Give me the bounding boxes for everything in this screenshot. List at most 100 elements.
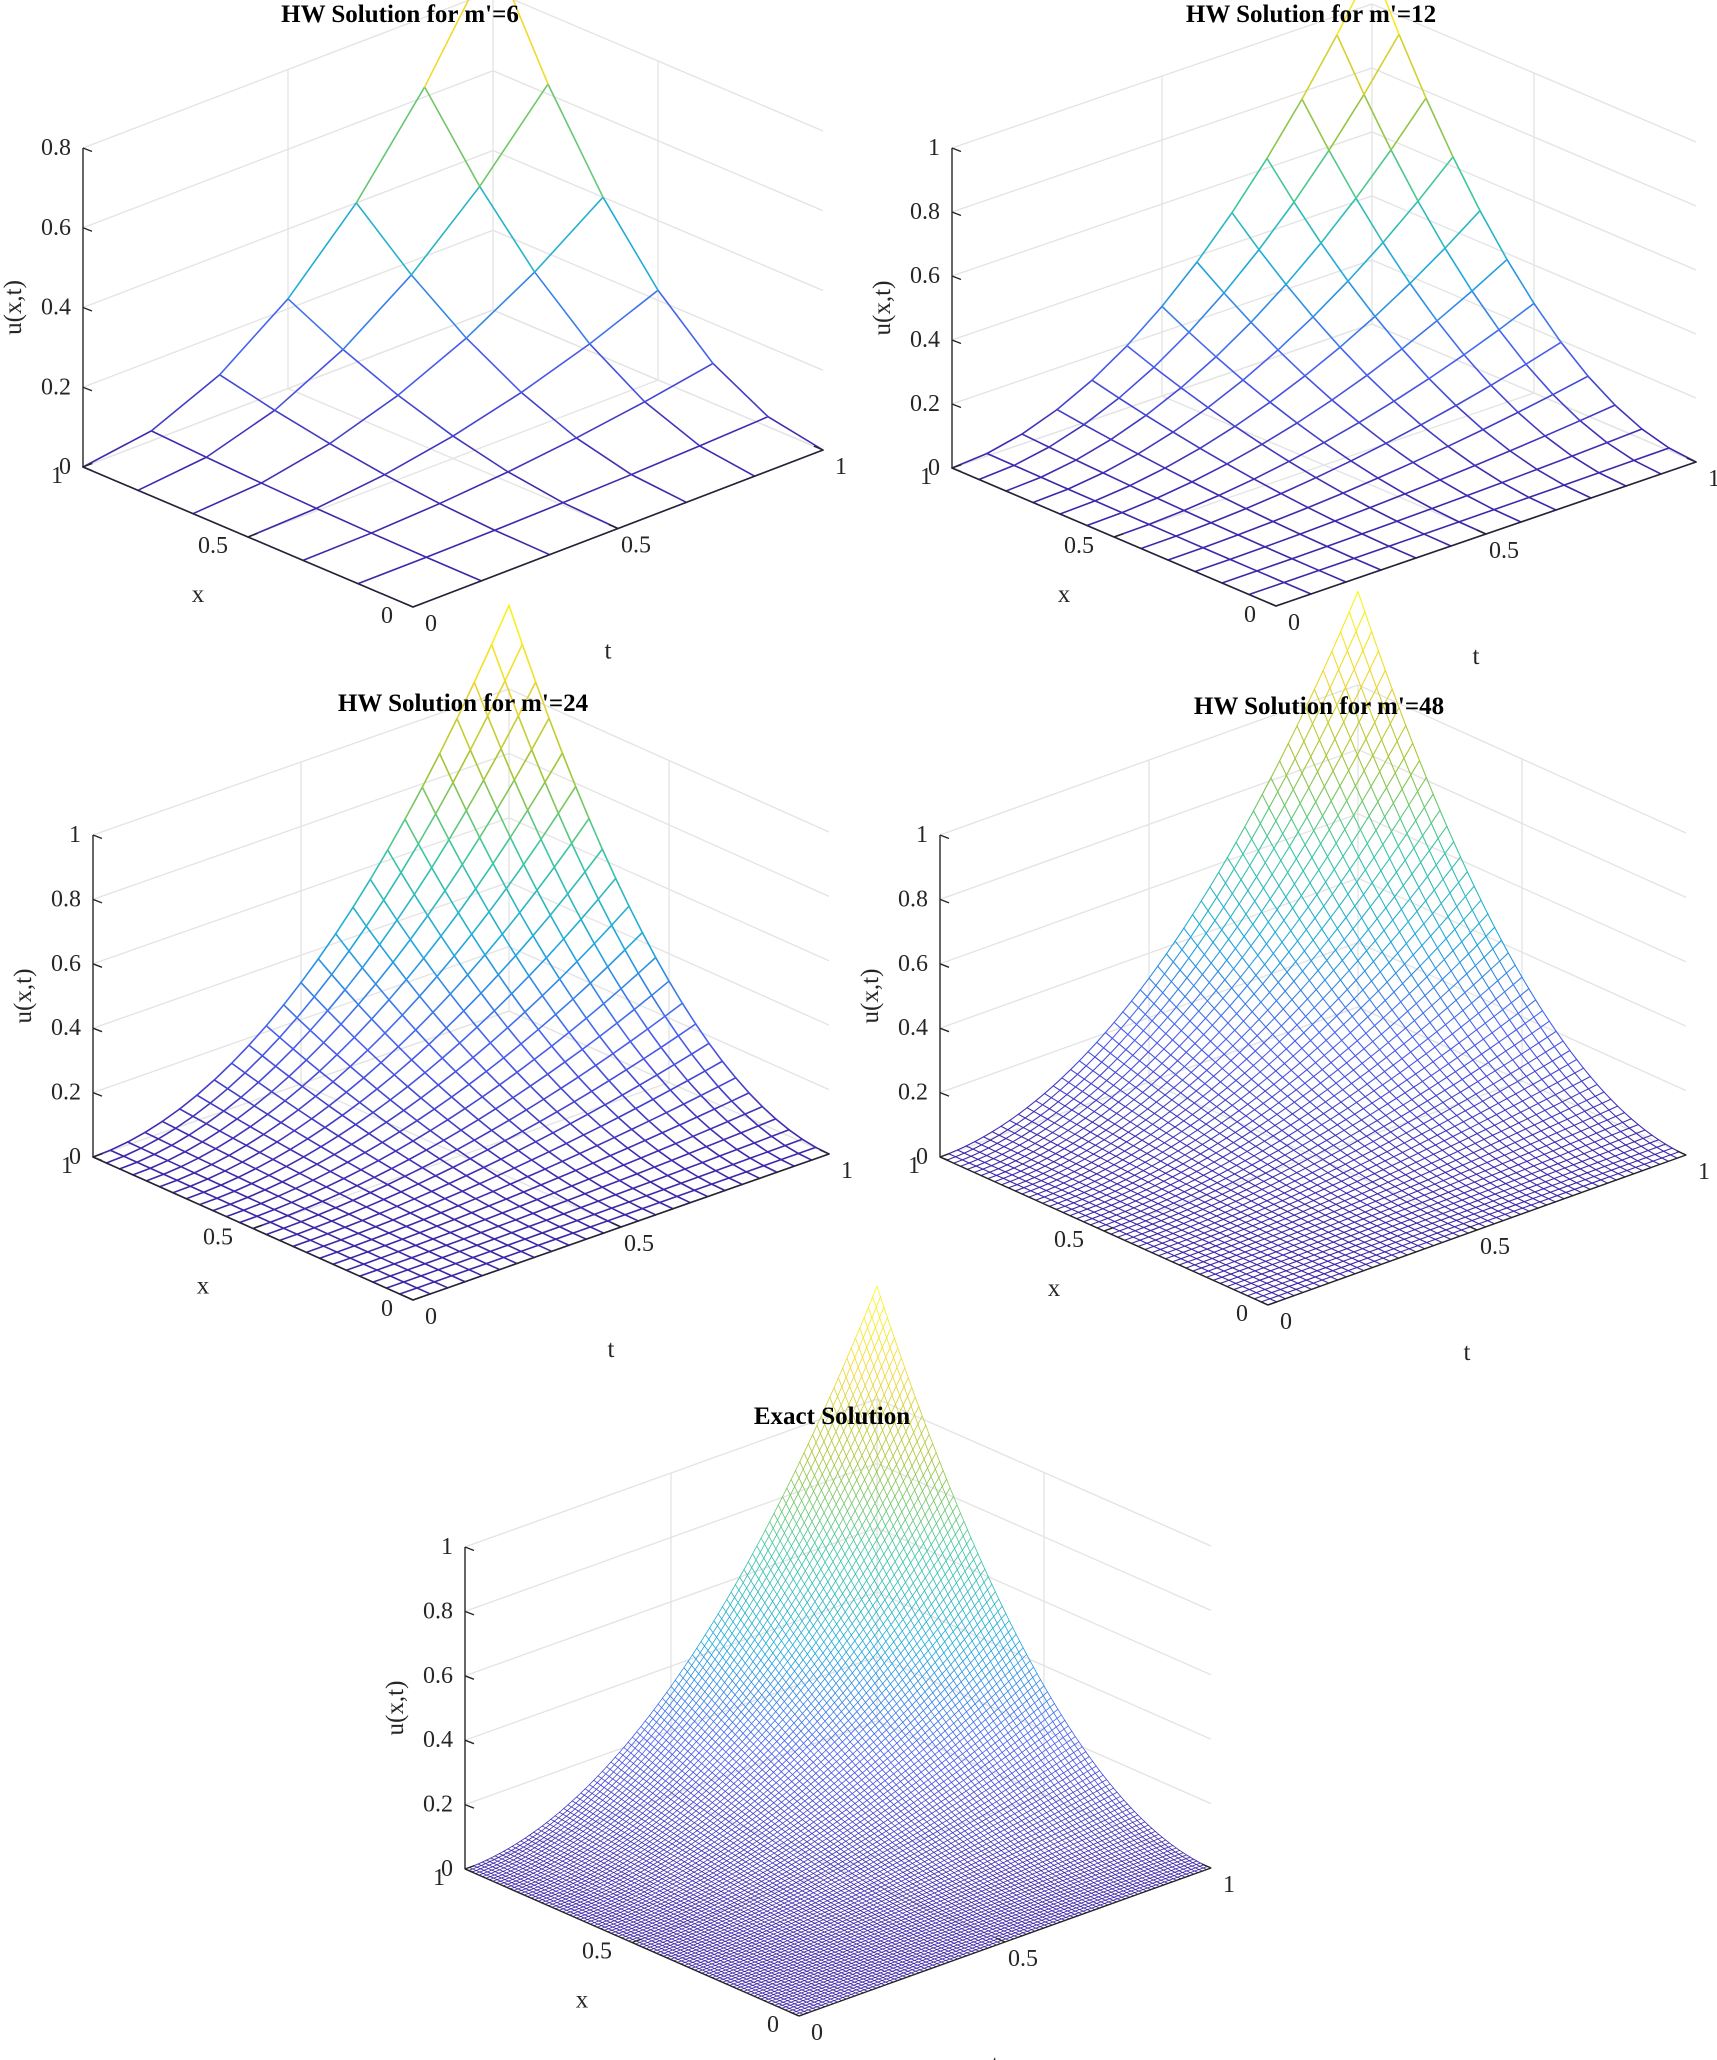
mesh-line-x [1153, 366, 1182, 389]
mesh-line-t [410, 1250, 430, 1259]
mesh-line-t [381, 1130, 401, 1144]
mesh-line-x [1443, 1140, 1452, 1147]
mesh-line-t [1367, 1120, 1378, 1127]
mesh-line-t [1331, 374, 1368, 401]
mesh-line-x [236, 1118, 252, 1128]
mesh-line-t [1112, 1224, 1122, 1229]
mesh-line-t [344, 966, 364, 991]
mesh-line-t [425, 1139, 445, 1151]
mesh-line-x [1197, 1251, 1206, 1256]
mesh-line-t [1419, 1235, 1430, 1240]
mesh-line-t [1572, 1160, 1583, 1166]
mesh-line-t [1129, 1217, 1140, 1222]
mesh-line-x [1030, 1159, 1039, 1164]
mesh-line-x [1377, 1193, 1385, 1199]
mesh-line-t [1146, 1147, 1157, 1155]
mesh-line-t [486, 680, 506, 717]
mesh-line-x [1081, 1198, 1090, 1204]
mesh-line-t [313, 973, 333, 998]
mesh-line-t [1269, 1267, 1280, 1272]
mesh-line-x [1335, 1257, 1344, 1262]
mesh-line-t [1518, 1118, 1529, 1124]
mesh-line-t [1549, 1122, 1560, 1128]
mesh-line-t [1180, 1167, 1191, 1173]
floor-back-edge-x [92, 1010, 510, 1158]
mesh-line-t [1167, 546, 1204, 561]
mesh-line-x [250, 1182, 266, 1191]
mesh-line-t [1312, 1279, 1323, 1284]
mesh-line-t [1466, 1206, 1477, 1212]
mesh-line-x [652, 1098, 668, 1114]
mesh-line-t [1369, 1218, 1380, 1224]
mesh-line-x [269, 1221, 285, 1230]
mesh-line-x [1228, 1073, 1237, 1081]
mesh-line-t [1196, 1123, 1207, 1131]
mesh-line-x [1250, 1282, 1259, 1287]
mesh-line-t [1329, 1159, 1340, 1165]
mesh-line-t [1216, 1099, 1226, 1108]
mesh-line-t [1344, 1196, 1354, 1202]
mesh-line-x [1271, 1292, 1280, 1297]
mesh-line-t [1312, 1228, 1323, 1233]
mesh-line-t [717, 1076, 737, 1088]
mesh-line-t [1302, 1260, 1313, 1266]
mesh-line-x [1250, 1200, 1259, 1206]
mesh-line-t [1319, 1075, 1330, 1084]
mesh-line-x [1145, 1119, 1154, 1125]
mesh-line-t [1541, 1073, 1552, 1080]
mesh-line-t [562, 1206, 582, 1215]
mesh-line-x [501, 1212, 517, 1221]
mesh-line-t [1237, 520, 1274, 536]
mesh-line-t [1520, 1048, 1531, 1055]
mesh-line-t [1555, 1167, 1566, 1172]
mesh-line-t [1212, 1122, 1223, 1130]
mesh-line-t [1417, 156, 1454, 202]
mesh-line-t [1436, 1171, 1446, 1177]
mesh-line-x [461, 1190, 477, 1200]
mesh-line-x [452, 781, 468, 812]
mesh-line-t [705, 1138, 725, 1148]
mesh-line-x [1217, 1142, 1226, 1149]
mesh-line-t [1488, 1210, 1499, 1215]
mesh-line-t [1563, 471, 1600, 486]
mesh-line-x [624, 1213, 640, 1222]
mesh-line-t [1442, 1209, 1453, 1215]
mesh-line-t [1305, 1224, 1316, 1230]
mesh-line-t [1513, 1176, 1524, 1181]
mesh-line-x [694, 1023, 710, 1045]
mesh-line-x [1303, 1234, 1312, 1240]
mesh-line-x [730, 1100, 746, 1115]
mesh-line-t [1162, 1209, 1173, 1215]
mesh-line-t [464, 1096, 484, 1110]
mesh-line-t [1539, 1198, 1550, 1203]
mesh-line-x [1125, 1179, 1134, 1184]
mesh-line-x [1040, 1180, 1049, 1185]
mesh-line-x [1178, 1212, 1187, 1218]
mesh-line-x [1214, 1190, 1223, 1195]
mesh-line-x [1340, 1214, 1349, 1220]
mesh-line-x [1433, 1216, 1442, 1221]
mesh-line-x [761, 1105, 777, 1120]
mesh-line-t [1371, 1211, 1382, 1217]
mesh-line-x [1118, 397, 1147, 417]
mesh-line-t [492, 836, 512, 865]
mesh-line-x [373, 1176, 389, 1186]
mesh-line-x [1270, 1145, 1279, 1152]
mesh-line-x [1144, 1079, 1152, 1086]
mesh-line-t [1140, 535, 1177, 550]
mesh-line-x [1094, 500, 1123, 514]
mesh-line-t [1277, 1048, 1287, 1058]
mesh-line-x [1377, 1155, 1386, 1162]
mesh-line-x [1114, 1220, 1122, 1226]
mesh-line-x [344, 1226, 360, 1235]
mesh-line-x [1347, 1107, 1356, 1115]
mesh-line-x [1286, 1211, 1295, 1216]
mesh-line-t [1460, 1169, 1471, 1174]
mesh-line-x [516, 1071, 532, 1087]
mesh-line-x [1385, 442, 1414, 464]
mesh-line-t [1202, 1170, 1213, 1176]
mesh-line-t [244, 1055, 264, 1074]
mesh-line-t [486, 1139, 506, 1151]
mesh-line-x [273, 409, 331, 445]
mesh-line-x [1023, 1187, 1032, 1192]
